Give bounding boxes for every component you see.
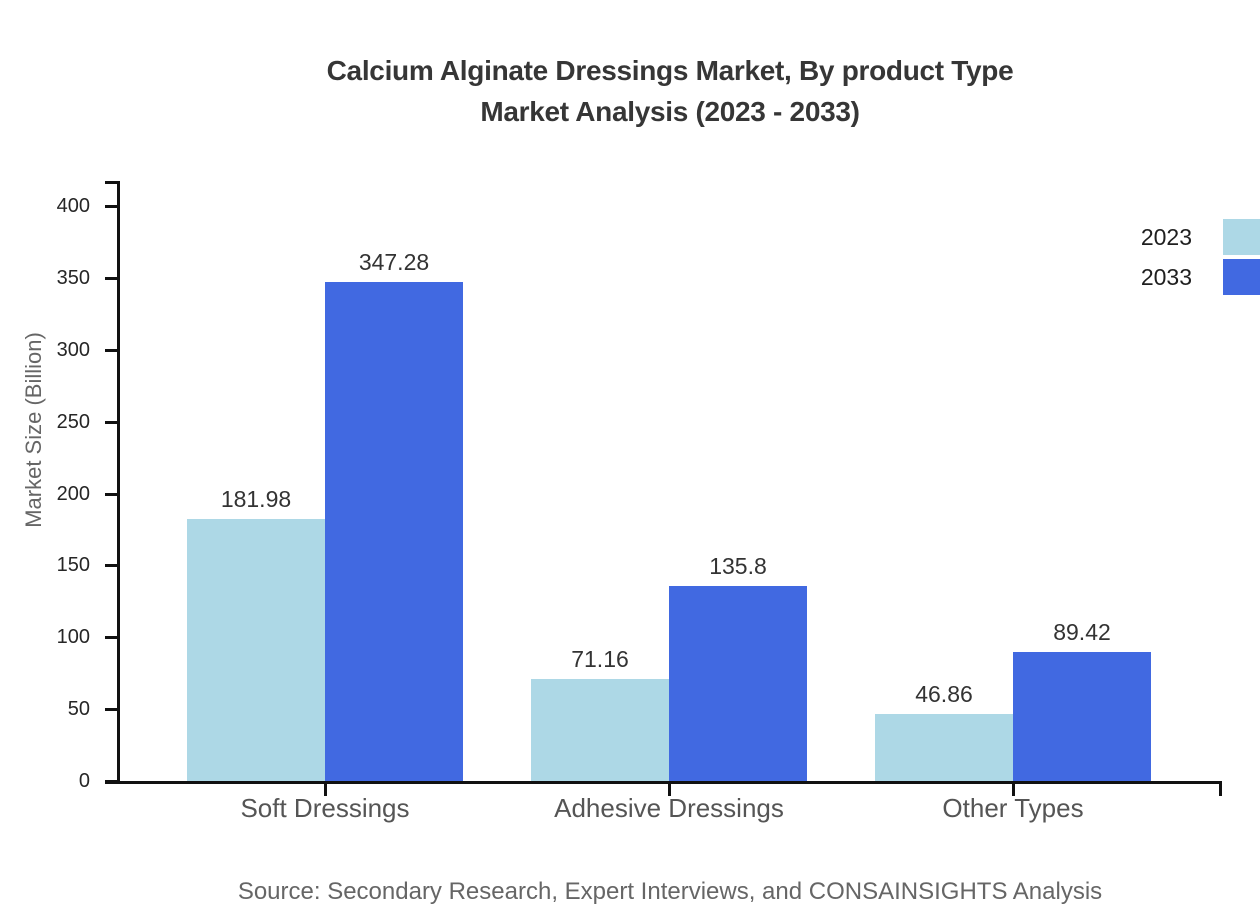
y-tick-250 <box>105 421 120 424</box>
y-tick-150 <box>105 564 120 567</box>
y-axis-line <box>117 181 120 784</box>
legend-swatch-2023 <box>1223 219 1260 255</box>
chart-title-line2: Market Analysis (2023 - 2033) <box>480 96 860 127</box>
x-tick-other-types <box>1012 781 1015 796</box>
y-tick-200 <box>105 493 120 496</box>
y-tick-label-250: 250 <box>56 411 90 433</box>
bar-2033-soft-dressings <box>325 282 463 781</box>
chart-title-line1: Calcium Alginate Dressings Market, By pr… <box>326 55 1014 86</box>
y-tick-label-400: 400 <box>56 195 90 217</box>
y-axis-end-cap <box>105 181 120 184</box>
category-label-other-types: Other Types <box>942 793 1084 823</box>
legend-label-2023: 2023 <box>1140 224 1192 250</box>
y-tick-400 <box>105 205 120 208</box>
bar-2033-adhesive-dressings <box>669 586 807 781</box>
chart-title: Calcium Alginate Dressings Market, By pr… <box>80 50 1260 132</box>
value-label-2023-adhesive-dressings: 71.16 <box>571 646 629 672</box>
bar-2023-soft-dressings <box>187 519 325 781</box>
x-tick-adhesive-dressings <box>668 781 671 796</box>
y-tick-label-200: 200 <box>56 483 90 505</box>
y-tick-label-100: 100 <box>56 626 90 648</box>
y-tick-label-350: 350 <box>56 267 90 289</box>
category-label-soft-dressings: Soft Dressings <box>240 793 410 823</box>
value-label-2023-soft-dressings: 181.98 <box>220 486 292 512</box>
y-tick-label-0: 0 <box>78 770 90 792</box>
y-tick-label-150: 150 <box>56 554 90 576</box>
value-label-2033-other-types: 89.42 <box>1053 619 1111 645</box>
value-label-2023-other-types: 46.86 <box>915 681 973 707</box>
y-tick-350 <box>105 277 120 280</box>
source-note: Source: Secondary Research, Expert Inter… <box>237 878 1103 905</box>
legend-label-2033: 2033 <box>1140 264 1192 290</box>
value-label-2033-soft-dressings: 347.28 <box>358 249 430 275</box>
bar-2033-other-types <box>1013 652 1151 781</box>
y-tick-label-50: 50 <box>67 698 90 720</box>
y-tick-300 <box>105 349 120 352</box>
y-tick-50 <box>105 708 120 711</box>
bar-2023-other-types <box>875 714 1013 781</box>
legend-swatch-2033 <box>1223 259 1260 295</box>
category-label-adhesive-dressings: Adhesive Dressings <box>554 793 784 823</box>
value-label-2033-adhesive-dressings: 135.8 <box>709 553 767 579</box>
x-axis-line <box>105 781 1222 784</box>
y-tick-0 <box>105 780 120 783</box>
bar-2023-adhesive-dressings <box>531 679 669 781</box>
x-tick-soft-dressings <box>324 781 327 796</box>
y-tick-100 <box>105 636 120 639</box>
y-tick-label-300: 300 <box>56 339 90 361</box>
x-axis-end-cap <box>1219 781 1222 796</box>
